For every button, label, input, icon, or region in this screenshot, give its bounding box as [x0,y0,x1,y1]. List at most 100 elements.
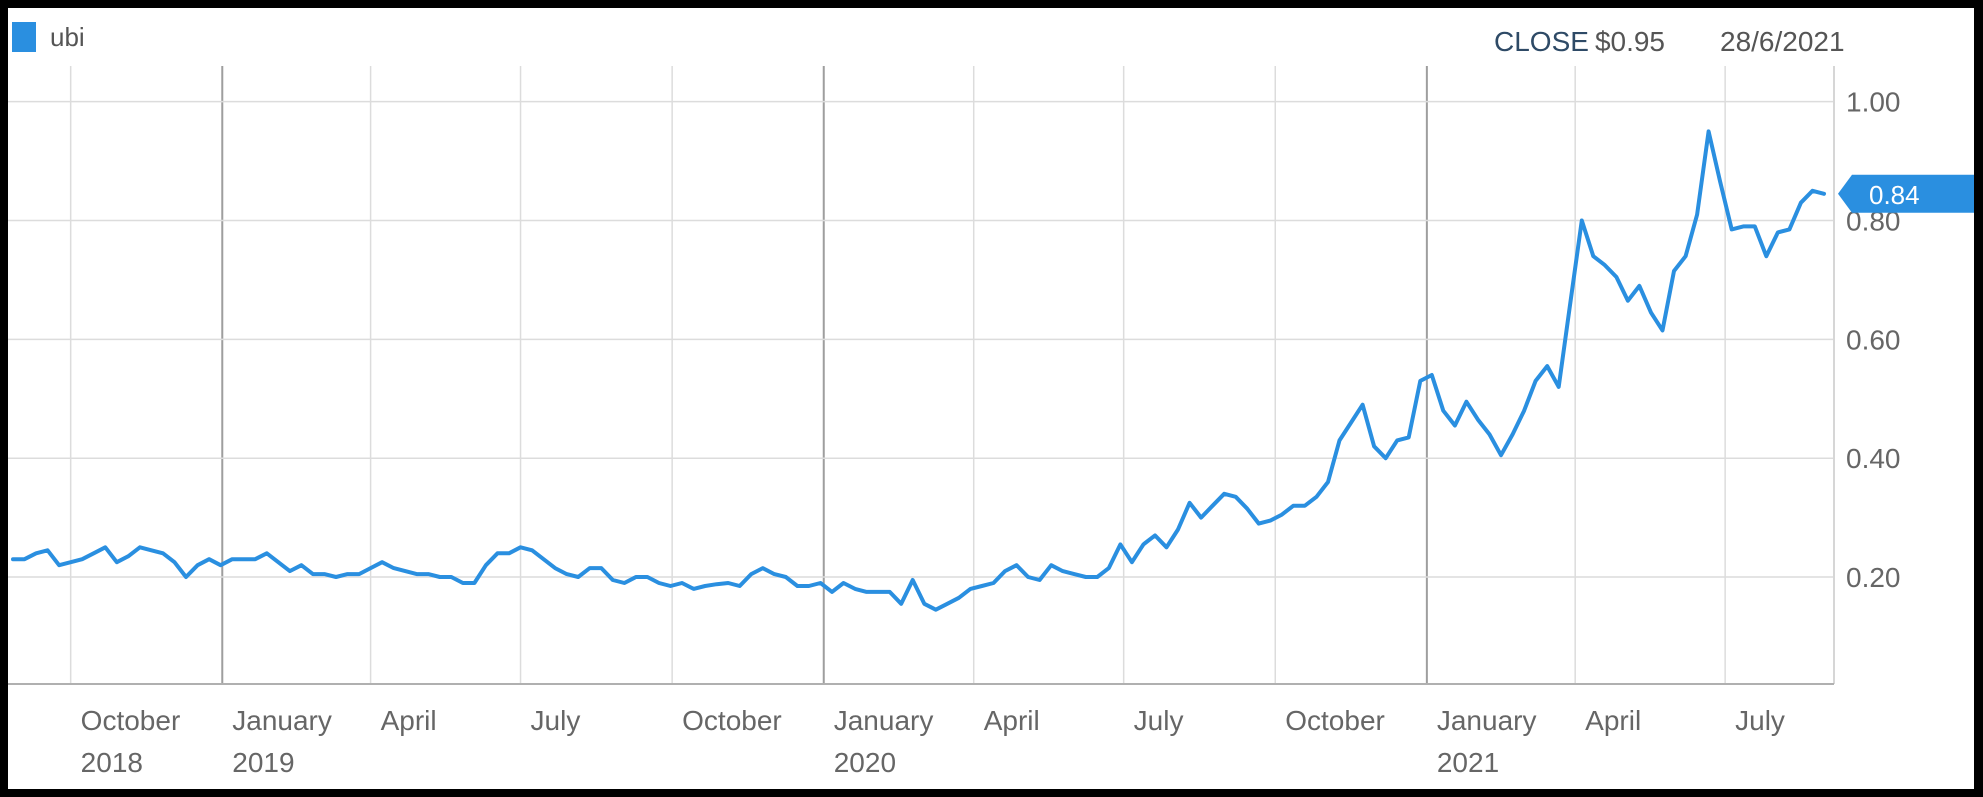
data-point [1361,403,1365,407]
x-tick-year: 2021 [1437,747,1499,778]
data-point [69,560,73,564]
data-point [1695,213,1699,217]
data-point [1499,453,1503,457]
legend: ubi [12,22,85,52]
x-axis-labels: October 2018 January 2019 April July October Ja… [81,705,1785,778]
data-point [34,551,38,555]
data-point [1661,328,1665,332]
data-point [853,587,857,591]
data-point [795,584,799,588]
data-point [1672,269,1676,273]
data-point [288,569,292,573]
x-tick-year: 2018 [81,747,143,778]
data-point [968,587,972,591]
series-line-ubi [11,129,1826,612]
data-point [634,575,638,579]
price-chart: October 2018 January 2019 April July October Ja… [8,66,1974,778]
data-point [1072,572,1076,576]
data-point [922,602,926,606]
data-point [1488,432,1492,436]
data-point [1637,284,1641,288]
data-point [1026,575,1030,579]
series-points [11,129,1826,611]
x-tick-year: 2019 [232,747,294,778]
y-tick-label: 0.20 [1846,562,1901,593]
data-point [1522,409,1526,413]
data-point [842,581,846,585]
data-point [196,563,200,567]
data-point [1049,563,1053,567]
data-point [1188,501,1192,505]
data-point [1534,379,1538,383]
data-point [1015,563,1019,567]
data-point [899,602,903,606]
data-point [1811,189,1815,193]
data-point [1245,507,1249,511]
last-value-marker: 0.84 [1838,174,1974,213]
data-point [1684,254,1688,258]
data-point [242,557,246,561]
data-point [749,572,753,576]
legend-label: ubi [50,21,85,52]
data-point [611,578,615,582]
last-value-label: 0.84 [1869,180,1920,210]
data-point [1003,569,1007,573]
data-point [542,557,546,561]
data-point [1464,400,1468,404]
y-tick-label: 0.60 [1846,324,1901,355]
data-point [992,581,996,585]
data-point [311,572,315,576]
y-tick-label: 0.40 [1846,443,1901,474]
x-tick-label: October [81,705,181,736]
legend-swatch [12,22,36,52]
x-tick-label: July [531,705,581,736]
data-point [265,551,269,555]
data-point [911,578,915,582]
data-point [1626,299,1630,303]
data-point [1718,180,1722,184]
data-point [184,575,188,579]
y-tick-label: 1.00 [1846,87,1901,118]
data-point [1730,227,1734,231]
close-label: CLOSE [1494,26,1589,57]
data-point [334,575,338,579]
data-point [1430,373,1434,377]
data-point [1130,560,1134,564]
data-point [1268,519,1272,523]
data-point [1753,224,1757,228]
data-point [161,551,165,555]
x-tick-year: 2020 [834,747,896,778]
data-point [588,566,592,570]
data-point [496,551,500,555]
data-point [945,602,949,606]
data-point [622,581,626,585]
data-point [576,575,580,579]
data-point [92,551,96,555]
data-point [1476,418,1480,422]
data-point [738,584,742,588]
data-point [1557,385,1561,389]
data-point [1165,545,1169,549]
data-point [449,575,453,579]
data-point [484,563,488,567]
data-point [1568,302,1572,306]
data-point [276,560,280,564]
data-point [957,596,961,600]
data-point [1787,227,1791,231]
vertical-gridlines [69,66,1726,684]
data-point [865,590,869,594]
data-point [830,590,834,594]
data-point [1407,435,1411,439]
data-point [761,566,765,570]
data-point [1176,528,1180,532]
data-point [1453,424,1457,428]
close-info: CLOSE $0.95 28/6/2021 [1494,26,1845,58]
data-point [23,557,27,561]
data-point [934,608,938,612]
data-point [519,545,523,549]
data-point [1315,495,1319,499]
data-point [369,566,373,570]
data-point [669,584,673,588]
data-point [980,584,984,588]
data-point [1614,275,1618,279]
